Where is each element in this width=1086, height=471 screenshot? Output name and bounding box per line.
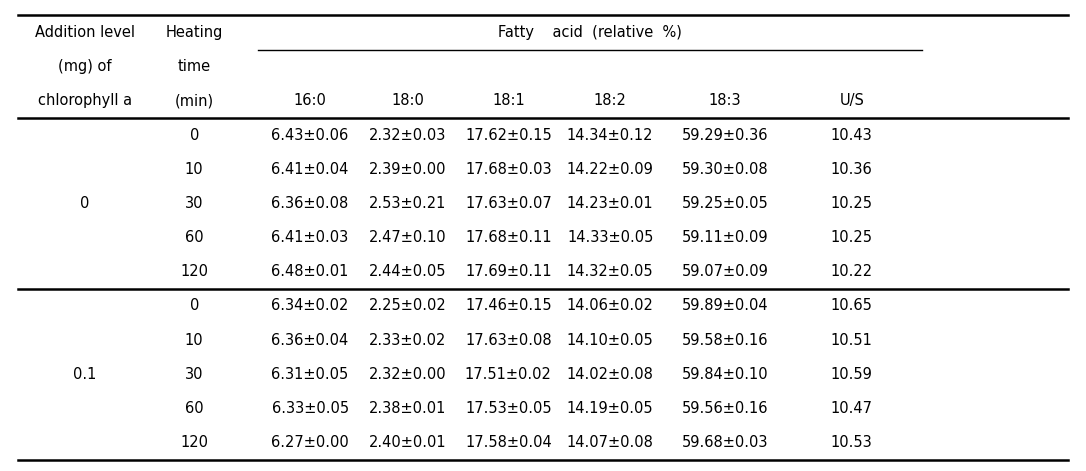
Text: 10.59: 10.59 <box>831 367 873 382</box>
Text: 18:0: 18:0 <box>391 93 424 108</box>
Text: 14.33±0.05: 14.33±0.05 <box>567 230 654 245</box>
Text: 59.11±0.09: 59.11±0.09 <box>682 230 768 245</box>
Text: 17.63±0.08: 17.63±0.08 <box>465 333 552 348</box>
Text: 120: 120 <box>180 435 209 450</box>
Text: 0: 0 <box>190 299 199 314</box>
Text: 6.43±0.06: 6.43±0.06 <box>272 128 349 143</box>
Text: 14.07±0.08: 14.07±0.08 <box>567 435 654 450</box>
Text: 59.56±0.16: 59.56±0.16 <box>682 401 768 416</box>
Text: 59.29±0.36: 59.29±0.36 <box>682 128 768 143</box>
Text: 18:1: 18:1 <box>492 93 525 108</box>
Text: 59.07±0.09: 59.07±0.09 <box>682 264 769 279</box>
Text: 2.44±0.05: 2.44±0.05 <box>369 264 446 279</box>
Text: 10.53: 10.53 <box>831 435 872 450</box>
Text: 10.51: 10.51 <box>831 333 873 348</box>
Text: 16:0: 16:0 <box>293 93 327 108</box>
Text: 18:3: 18:3 <box>709 93 742 108</box>
Text: 2.53±0.21: 2.53±0.21 <box>369 196 446 211</box>
Text: 18:2: 18:2 <box>594 93 627 108</box>
Text: 30: 30 <box>185 367 203 382</box>
Text: 14.02±0.08: 14.02±0.08 <box>567 367 654 382</box>
Text: 6.36±0.04: 6.36±0.04 <box>272 333 349 348</box>
Text: 6.48±0.01: 6.48±0.01 <box>272 264 349 279</box>
Text: 59.84±0.10: 59.84±0.10 <box>682 367 768 382</box>
Text: 10.25: 10.25 <box>831 196 873 211</box>
Text: 6.36±0.08: 6.36±0.08 <box>272 196 349 211</box>
Text: 10.22: 10.22 <box>831 264 873 279</box>
Text: 120: 120 <box>180 264 209 279</box>
Text: 2.25±0.02: 2.25±0.02 <box>369 299 446 314</box>
Text: Heating: Heating <box>165 25 223 40</box>
Text: 17.58±0.04: 17.58±0.04 <box>465 435 552 450</box>
Text: 2.40±0.01: 2.40±0.01 <box>369 435 446 450</box>
Text: 10.25: 10.25 <box>831 230 873 245</box>
Text: chlorophyll a: chlorophyll a <box>38 93 131 108</box>
Text: 17.68±0.03: 17.68±0.03 <box>465 162 552 177</box>
Text: 17.69±0.11: 17.69±0.11 <box>465 264 552 279</box>
Text: 59.68±0.03: 59.68±0.03 <box>682 435 768 450</box>
Text: 14.19±0.05: 14.19±0.05 <box>567 401 654 416</box>
Text: 0: 0 <box>80 196 89 211</box>
Text: 6.41±0.04: 6.41±0.04 <box>272 162 349 177</box>
Text: U/S: U/S <box>839 93 864 108</box>
Text: 59.58±0.16: 59.58±0.16 <box>682 333 768 348</box>
Text: Addition level: Addition level <box>35 25 135 40</box>
Text: 17.63±0.07: 17.63±0.07 <box>465 196 552 211</box>
Text: 2.33±0.02: 2.33±0.02 <box>369 333 446 348</box>
Text: 17.53±0.05: 17.53±0.05 <box>465 401 552 416</box>
Text: 10: 10 <box>185 162 203 177</box>
Text: 17.46±0.15: 17.46±0.15 <box>465 299 552 314</box>
Text: 60: 60 <box>185 401 203 416</box>
Text: 2.32±0.00: 2.32±0.00 <box>369 367 446 382</box>
Text: 2.39±0.00: 2.39±0.00 <box>369 162 446 177</box>
Text: 17.62±0.15: 17.62±0.15 <box>465 128 552 143</box>
Text: 6.34±0.02: 6.34±0.02 <box>272 299 349 314</box>
Text: 0.1: 0.1 <box>73 367 97 382</box>
Text: 14.10±0.05: 14.10±0.05 <box>567 333 654 348</box>
Text: 10.43: 10.43 <box>831 128 872 143</box>
Text: Fatty    acid  (relative  %): Fatty acid (relative %) <box>498 25 682 40</box>
Text: 17.51±0.02: 17.51±0.02 <box>465 367 552 382</box>
Text: 59.89±0.04: 59.89±0.04 <box>682 299 768 314</box>
Text: 6.33±0.05: 6.33±0.05 <box>272 401 349 416</box>
Text: (mg) of: (mg) of <box>58 59 112 74</box>
Text: 0: 0 <box>190 128 199 143</box>
Text: 60: 60 <box>185 230 203 245</box>
Text: 2.38±0.01: 2.38±0.01 <box>369 401 446 416</box>
Text: 59.25±0.05: 59.25±0.05 <box>682 196 769 211</box>
Text: 14.22±0.09: 14.22±0.09 <box>567 162 654 177</box>
Text: 14.32±0.05: 14.32±0.05 <box>567 264 654 279</box>
Text: 10.65: 10.65 <box>831 299 873 314</box>
Text: 59.30±0.08: 59.30±0.08 <box>682 162 768 177</box>
Text: 10.47: 10.47 <box>831 401 873 416</box>
Text: 2.32±0.03: 2.32±0.03 <box>369 128 446 143</box>
Text: 2.47±0.10: 2.47±0.10 <box>369 230 446 245</box>
Text: 30: 30 <box>185 196 203 211</box>
Text: 10.36: 10.36 <box>831 162 872 177</box>
Text: 6.27±0.00: 6.27±0.00 <box>272 435 349 450</box>
Text: 6.31±0.05: 6.31±0.05 <box>272 367 349 382</box>
Text: 14.23±0.01: 14.23±0.01 <box>567 196 654 211</box>
Text: 14.34±0.12: 14.34±0.12 <box>567 128 654 143</box>
Text: 10: 10 <box>185 333 203 348</box>
Text: 17.68±0.11: 17.68±0.11 <box>465 230 552 245</box>
Text: (min): (min) <box>175 93 214 108</box>
Text: time: time <box>178 59 211 74</box>
Text: 14.06±0.02: 14.06±0.02 <box>567 299 654 314</box>
Text: 6.41±0.03: 6.41±0.03 <box>272 230 349 245</box>
